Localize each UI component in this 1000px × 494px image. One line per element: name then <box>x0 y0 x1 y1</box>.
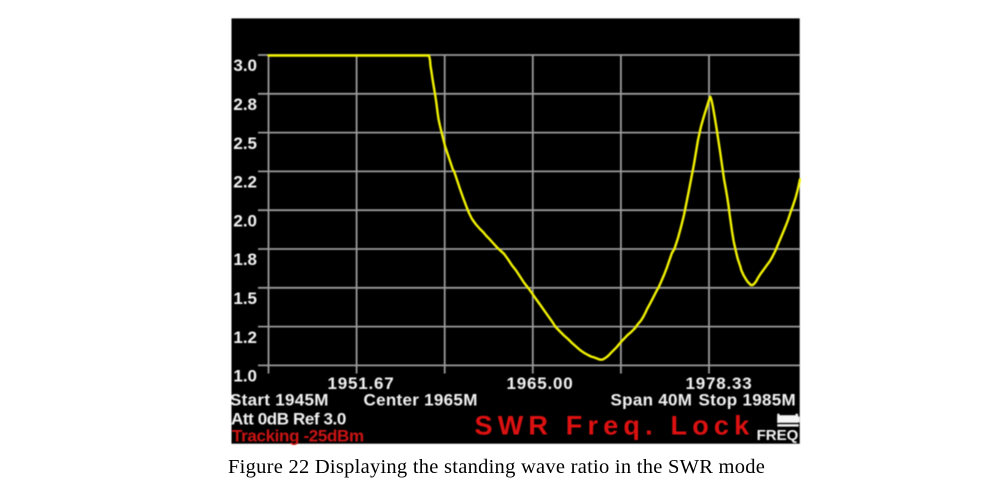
svg-text:1965.00: 1965.00 <box>506 374 573 393</box>
svg-text:Stop 1985M: Stop 1985M <box>699 390 796 409</box>
svg-text:2.5: 2.5 <box>233 134 257 153</box>
svg-text:1.2: 1.2 <box>233 328 257 347</box>
svg-text:SWR Freq. Lock: SWR Freq. Lock <box>475 410 755 440</box>
svg-text:Span 40M: Span 40M <box>611 390 693 409</box>
svg-text:2.2: 2.2 <box>233 173 257 192</box>
svg-text:1.5: 1.5 <box>233 289 257 308</box>
svg-text:FREQ: FREQ <box>757 427 799 444</box>
svg-text:Att 0dB Ref 3.0: Att 0dB Ref 3.0 <box>231 409 346 428</box>
svg-text:2.8: 2.8 <box>233 95 257 114</box>
svg-text:1978.33: 1978.33 <box>685 374 752 393</box>
svg-text:1.0: 1.0 <box>233 367 257 386</box>
svg-text:Start 1945M: Start 1945M <box>230 390 329 409</box>
svg-text:2.0: 2.0 <box>233 211 257 230</box>
svg-text:Tracking -25dBm: Tracking -25dBm <box>232 427 364 446</box>
svg-text:1.8: 1.8 <box>233 250 257 269</box>
svg-text:3.0: 3.0 <box>233 56 257 75</box>
svg-text:Center 1965M: Center 1965M <box>364 390 478 409</box>
svg-text:1951.67: 1951.67 <box>327 374 394 393</box>
